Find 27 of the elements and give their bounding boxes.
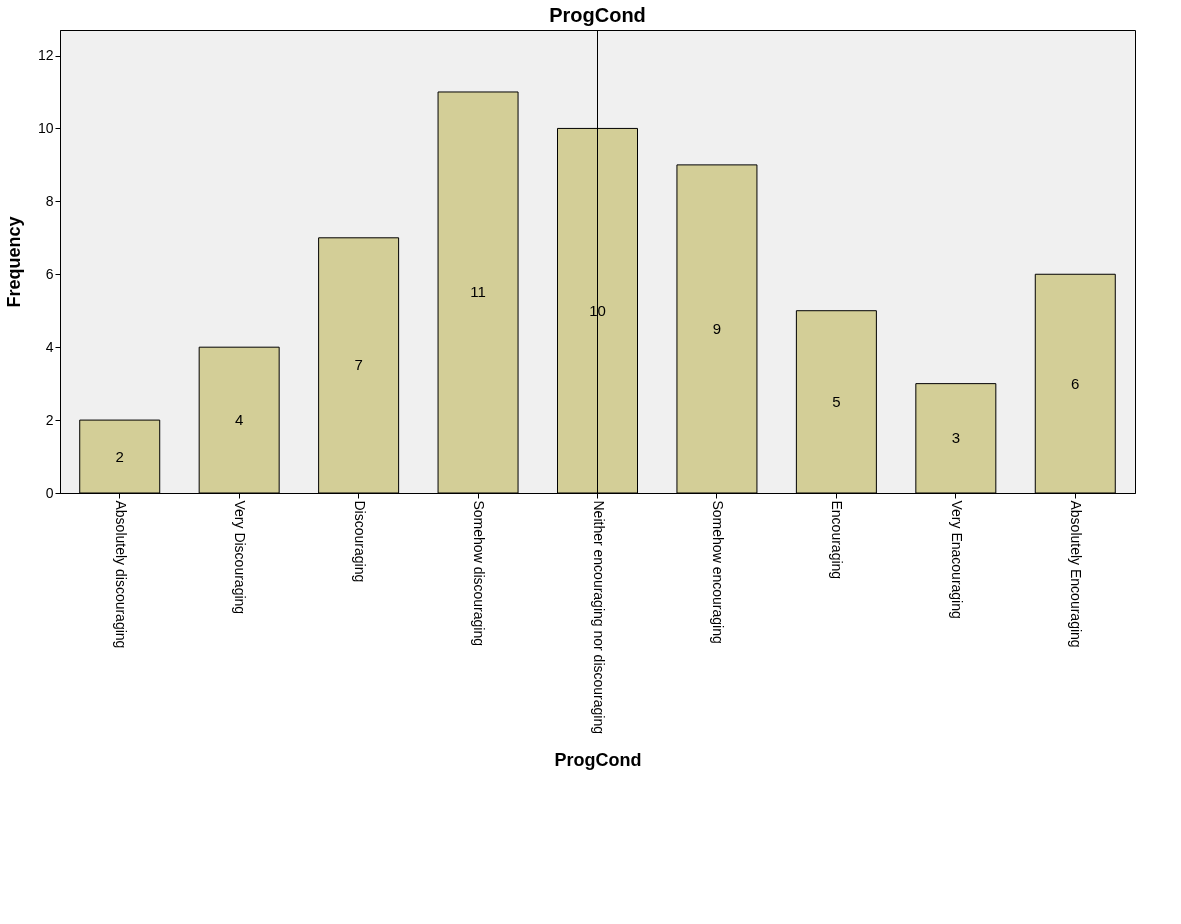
x-tick-label: Somehow discouraging xyxy=(471,500,488,647)
x-tick-label: Very Enacouraging xyxy=(948,500,965,619)
x-tick-label: Somehow encouraging xyxy=(709,500,726,644)
y-axis-title: Frequency xyxy=(3,216,24,308)
y-tick-label: 12 xyxy=(37,47,54,64)
chart-title: ProgCond xyxy=(549,3,646,26)
data-label: 9 xyxy=(712,319,722,337)
x-tick-label: Very Discouraging xyxy=(232,500,249,615)
x-tick-label: Absolutely discouraging xyxy=(112,500,129,649)
x-tick-label: Discouraging xyxy=(351,500,368,583)
data-label: 4 xyxy=(234,411,244,429)
x-axis-title: ProgCond xyxy=(554,749,642,770)
data-label: 5 xyxy=(832,392,841,410)
data-label: 3 xyxy=(951,429,961,447)
y-tick-label: 4 xyxy=(45,338,54,355)
y-tick-label: 10 xyxy=(37,119,54,136)
y-tick-label: 2 xyxy=(45,411,54,428)
x-tick-label: Absolutely Encouraging xyxy=(1068,500,1085,648)
x-tick-label: Neither encouraging nor discouraging xyxy=(590,500,607,734)
y-tick-label: 0 xyxy=(45,484,54,501)
y-tick-label: 8 xyxy=(45,192,54,209)
y-tick-label: 6 xyxy=(45,265,54,282)
data-label: 2 xyxy=(115,447,124,465)
data-label: 7 xyxy=(354,356,363,374)
data-label: 6 xyxy=(1071,374,1080,392)
x-tick-label: Encouraging xyxy=(829,500,846,580)
data-label: 11 xyxy=(470,283,486,301)
